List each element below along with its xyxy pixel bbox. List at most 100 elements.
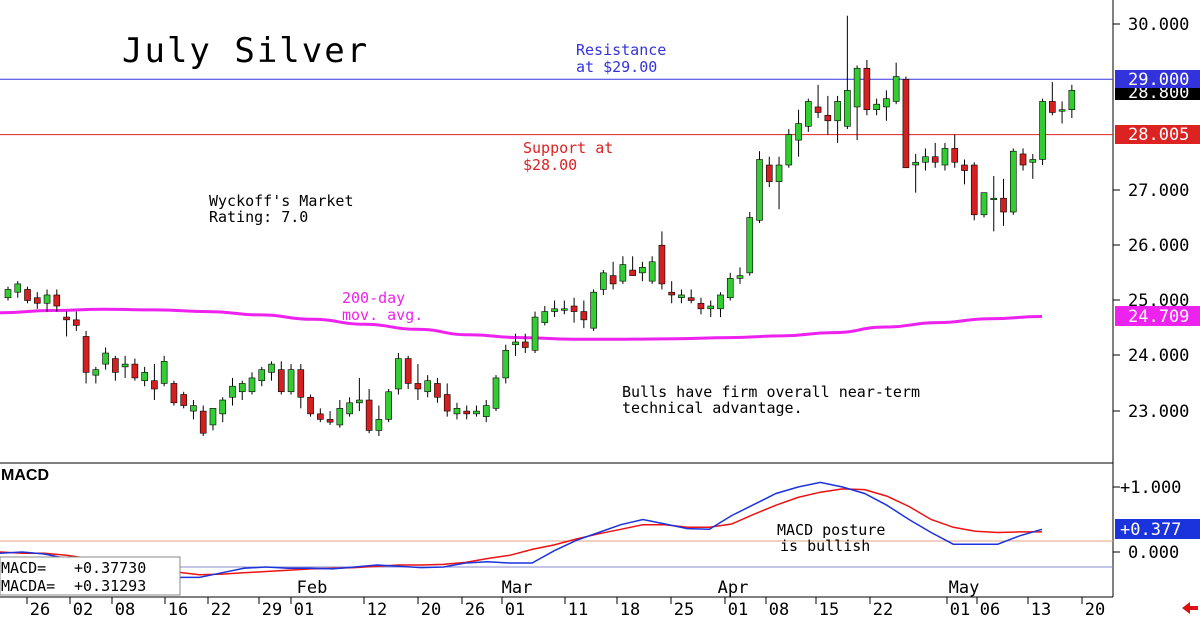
x-tick-label: 01: [294, 600, 314, 619]
candle-body: [1068, 90, 1076, 111]
candle-body: [14, 283, 22, 293]
candle-body: [317, 413, 324, 420]
macd-y-tick-1: +1.000: [1120, 478, 1181, 498]
candle-body: [121, 363, 129, 368]
candle: [1039, 98, 1046, 166]
x-month-label: Apr: [718, 578, 749, 598]
candle-body: [4, 289, 12, 299]
candle-body: [717, 294, 724, 310]
candle: [512, 333, 519, 356]
candle-body: [961, 164, 968, 171]
candle: [580, 300, 588, 329]
candle-body: [1029, 159, 1037, 163]
scroll-left-arrow-icon[interactable]: [1182, 602, 1198, 614]
candle-body: [551, 308, 558, 312]
candle: [756, 151, 763, 224]
candle-body: [248, 377, 256, 393]
x-tick-label: 06: [980, 600, 1000, 619]
candle: [541, 306, 549, 326]
svg-text:MACDA= +0.31293: MACDA= +0.31293: [1, 577, 146, 595]
candle: [912, 153, 919, 193]
candle: [268, 361, 275, 381]
candle: [883, 90, 890, 121]
candle: [639, 261, 646, 282]
macd-panel-title: MACD: [1, 467, 49, 484]
y-tick-marks: [1113, 23, 1120, 412]
candle: [297, 364, 305, 409]
svg-text:Resistance at $29.00: Resistance at $29.00: [576, 41, 675, 76]
candle-body: [853, 67, 861, 108]
candle-body: [922, 156, 929, 163]
candle-body: [43, 294, 51, 304]
x-tick-label: 16: [168, 600, 188, 619]
candle: [180, 391, 187, 409]
candle-body: [92, 369, 100, 376]
candle: [82, 330, 90, 384]
candle: [668, 281, 675, 304]
candle: [775, 156, 783, 210]
candle: [434, 377, 441, 403]
candle: [160, 355, 168, 387]
candle-body: [844, 90, 851, 127]
rating-note-line1: Wyckoff's Market: [209, 192, 354, 210]
candle: [121, 355, 129, 378]
candle-body: [24, 289, 31, 301]
candle-body: [356, 399, 363, 404]
candle: [980, 192, 988, 218]
x-tick-label: 25: [674, 600, 694, 619]
candle-body: [277, 369, 285, 393]
macda-legend-eq: =: [46, 577, 64, 595]
resistance-price-label: 29.000: [1128, 70, 1189, 90]
candle: [902, 76, 910, 169]
candle-body: [287, 369, 295, 393]
candle-body: [785, 134, 793, 166]
candle: [922, 148, 929, 171]
candle-body: [219, 399, 227, 415]
candle: [707, 300, 715, 318]
x-tick-label: 29: [262, 600, 282, 619]
candle: [609, 261, 617, 290]
candle: [844, 15, 851, 130]
candle: [395, 353, 402, 395]
candle: [717, 292, 724, 318]
candle-body: [736, 275, 744, 279]
candle-body: [414, 383, 422, 390]
candle-body: [648, 261, 656, 282]
candle: [238, 380, 246, 401]
candle-body: [307, 396, 314, 415]
candle: [736, 267, 744, 284]
candle-body: [170, 383, 178, 404]
x-tick-label: 26: [30, 600, 50, 619]
candle-body: [990, 197, 998, 200]
candle: [63, 311, 70, 337]
comment-line2: technical advantage.: [622, 399, 803, 417]
candle-body: [1000, 197, 1007, 213]
candle-body: [53, 294, 61, 307]
svg-text:MACD= +0.37730: MACD= +0.37730: [1, 559, 146, 577]
macd-y-tick-0: 0.000: [1128, 543, 1179, 563]
candle: [658, 231, 666, 290]
candle-body: [726, 278, 734, 299]
candle: [365, 388, 373, 434]
ma200-note-line1: 200-day: [342, 289, 405, 307]
candle: [307, 394, 314, 417]
candle: [131, 358, 139, 381]
candle: [502, 344, 510, 384]
candle: [824, 95, 832, 135]
candle-body: [297, 369, 305, 398]
candle: [33, 292, 41, 309]
resistance-price-box: [1115, 70, 1200, 88]
candle: [258, 366, 266, 387]
candle-body: [697, 302, 705, 310]
candle: [1058, 101, 1066, 124]
candle-body: [746, 217, 754, 274]
candle: [941, 142, 949, 171]
candle: [990, 176, 998, 232]
candle-body: [580, 311, 588, 321]
candle: [561, 300, 568, 315]
macda-legend-value: +0.31293: [74, 577, 146, 595]
candle: [24, 286, 31, 304]
candle: [892, 62, 900, 105]
support-price-box: [1115, 125, 1200, 144]
candle-body: [619, 264, 627, 282]
